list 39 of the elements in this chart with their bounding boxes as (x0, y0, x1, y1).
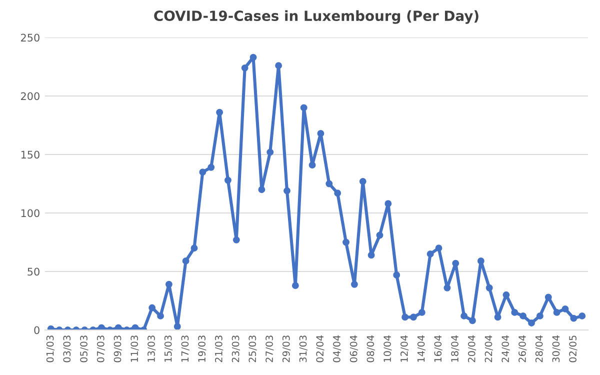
x-tick-label: 07/03 (96, 336, 106, 362)
x-tick-label: 29/03 (282, 336, 291, 362)
x-tick-label: 05/03 (80, 336, 88, 362)
x-tick-label: 02/04 (316, 335, 324, 362)
x-tick-label: 23/03 (232, 336, 240, 362)
x-tick-label: 27/03 (266, 336, 274, 362)
x-tick-label: 16/04 (434, 335, 442, 362)
x-tick-label: 14/04 (417, 335, 426, 362)
x-tick-label: 24/04 (502, 335, 510, 362)
x-tick-label: 30/04 (552, 335, 560, 362)
x-tick-label: 11/03 (130, 336, 139, 362)
y-tick-label: 150 (21, 150, 40, 159)
x-tick-label: 15/03 (164, 336, 173, 362)
chart-title: COVID-19-Cases in Luxembourg (Per Day) (154, 10, 478, 24)
x-tick-label: 26/04 (518, 335, 527, 362)
x-tick-label: 20/04 (468, 335, 476, 362)
x-tick-label: 02/05 (569, 336, 578, 362)
y-tick-label: 250 (21, 34, 40, 42)
y-tick-label: 0 (34, 326, 40, 334)
x-tick-label: 17/03 (181, 336, 190, 362)
x-tick-label: 28/04 (535, 335, 544, 362)
y-tick-label: 100 (21, 209, 40, 218)
y-tick-label: 50 (28, 268, 40, 276)
x-tick-label: 04/04 (333, 335, 342, 362)
x-tick-label: 25/03 (248, 336, 257, 362)
x-tick-label: 03/03 (63, 336, 72, 362)
y-tick-label: 200 (21, 92, 40, 100)
x-tick-label: 10/04 (384, 335, 392, 362)
x-tick-label: 22/04 (484, 335, 493, 362)
x-tick-label: 18/04 (451, 335, 460, 362)
x-tick-label: 01/03 (46, 336, 54, 362)
x-tick-label: 12/04 (400, 335, 409, 362)
x-tick-label: 06/04 (350, 335, 358, 362)
x-tick-label: 08/04 (366, 335, 375, 362)
x-tick-label: 13/03 (148, 336, 156, 362)
x-tick-label: 31/03 (299, 336, 308, 362)
x-tick-label: 19/03 (198, 336, 206, 362)
x-tick-label: 21/03 (215, 336, 224, 362)
x-tick-label: 09/03 (114, 336, 122, 362)
